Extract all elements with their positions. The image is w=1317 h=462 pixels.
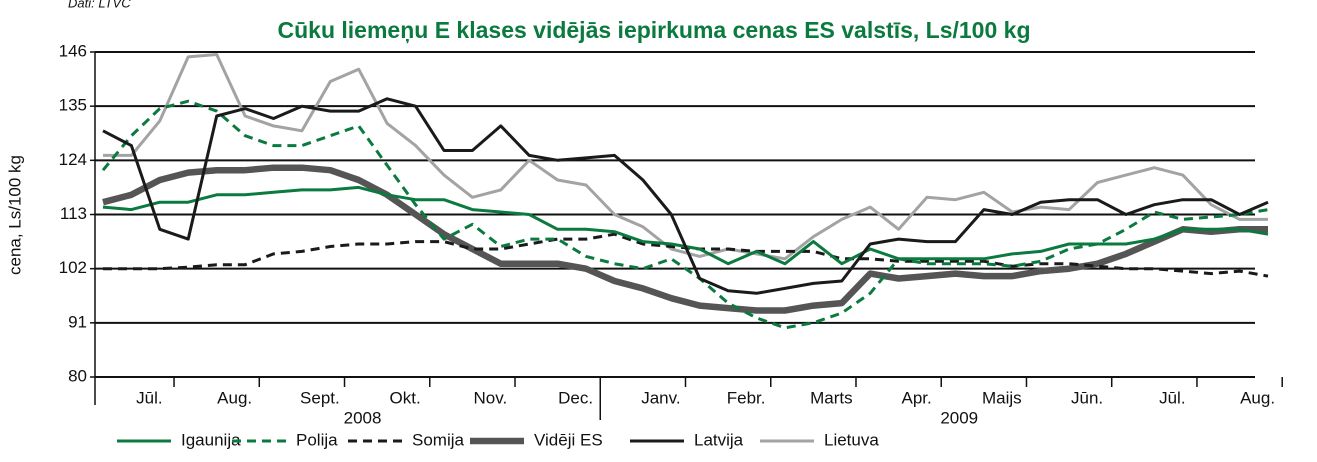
series-line xyxy=(103,53,1268,261)
x-tick-label: Jūl. xyxy=(1159,388,1185,407)
x-tick-label: Sept. xyxy=(300,388,340,407)
x-tick-label: Jūl. xyxy=(136,388,162,407)
y-tick-label: 91 xyxy=(68,312,87,331)
y-tick-label: 124 xyxy=(59,150,87,169)
series-line xyxy=(101,99,1269,330)
year-label: 2009 xyxy=(940,408,978,427)
y-tick-label: 146 xyxy=(59,41,87,60)
legend-label: Somija xyxy=(412,430,465,449)
legend-label: Latvija xyxy=(694,430,744,449)
legend-label: Polija xyxy=(296,430,338,449)
x-tick-label: Apr. xyxy=(901,388,931,407)
legend-label: Lietuva xyxy=(824,430,879,449)
x-tick-label: Nov. xyxy=(474,388,508,407)
x-tick-label: Jūn. xyxy=(1071,388,1103,407)
y-tick-label: 102 xyxy=(59,258,87,277)
y-tick-label: 113 xyxy=(60,204,87,223)
x-tick-label: Dec. xyxy=(558,388,593,407)
x-tick-label: Janv. xyxy=(641,388,680,407)
source: Dati: LTVC xyxy=(68,0,131,10)
x-tick-label: Maijs xyxy=(982,388,1022,407)
y-tick-label: 80 xyxy=(68,366,87,385)
y-tick-label: 135 xyxy=(59,96,87,115)
x-tick-label: Febr. xyxy=(727,388,766,407)
x-tick-label: Marts xyxy=(810,388,853,407)
year-label: 2008 xyxy=(344,408,382,427)
x-tick-label: Aug. xyxy=(217,388,252,407)
series-line xyxy=(102,164,1268,314)
y-axis-label: cena, Ls/100 kg xyxy=(5,155,24,275)
chart-title: Cūku liemeņu E klases vidējās iepirkuma … xyxy=(278,17,1031,43)
legend-label: Igaunija xyxy=(181,430,241,449)
legend-label: Vidēji ES xyxy=(534,430,603,449)
x-tick-label: Okt. xyxy=(390,388,421,407)
series-line xyxy=(102,97,1269,295)
x-tick-label: Aug. xyxy=(1240,388,1275,407)
